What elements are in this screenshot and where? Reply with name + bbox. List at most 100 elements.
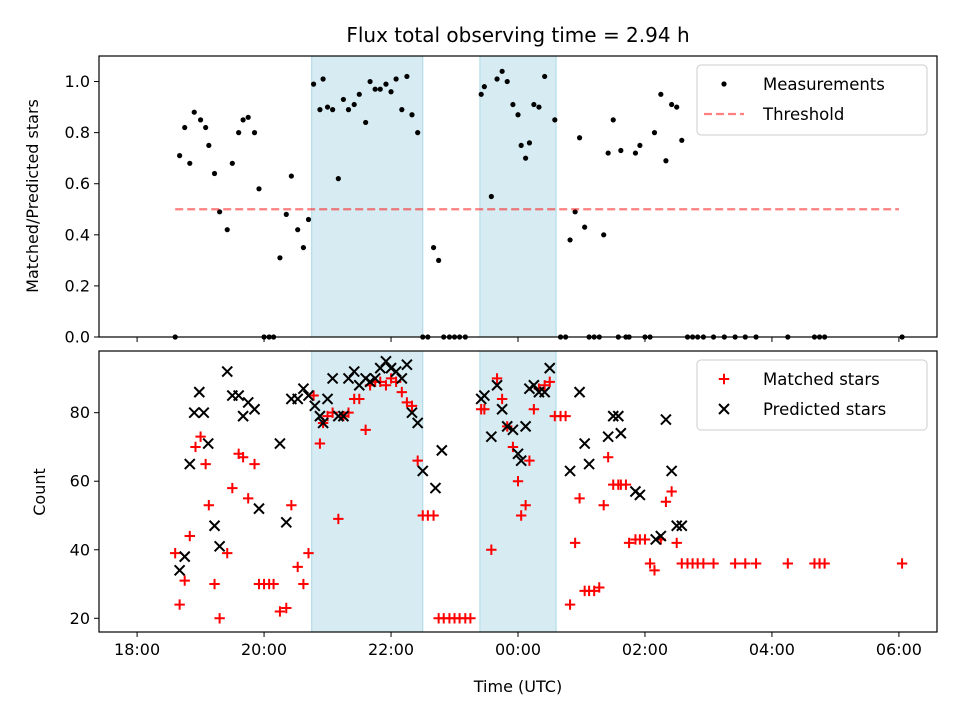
measurement-point [404, 73, 410, 80]
measurement-point [187, 160, 193, 166]
matched-star-point [281, 602, 292, 614]
matched-star-point [286, 500, 297, 511]
predicted-star-point [634, 489, 646, 501]
predicted-star-point [515, 454, 527, 467]
y-tick-label: 60 [70, 472, 90, 491]
predicted-star-point [337, 410, 350, 422]
predicted-star-point [326, 372, 339, 385]
measurement-point [542, 73, 548, 80]
predicted-star-point [274, 437, 286, 450]
predicted-star-point [321, 393, 334, 405]
matched-star-point [214, 613, 225, 624]
predicted-star-point [650, 533, 662, 546]
matched-star-point [209, 578, 220, 590]
measurement-point [651, 130, 658, 136]
predicted-star-point [660, 413, 672, 426]
top-panel: 0.0 0.2 0.4 0.6 0.8 1.0 Measurements Threshold [65, 55, 938, 347]
matched-star-point [507, 441, 519, 453]
bottom-y-axis-label: Count [30, 468, 49, 516]
matched-star-point [303, 547, 314, 559]
measurement-point [203, 124, 209, 131]
predicted-star-point [253, 502, 265, 515]
matched-star-point [782, 558, 794, 569]
matched-star-point [512, 476, 524, 487]
measurement-point [415, 130, 421, 136]
matched-star-point [698, 558, 709, 569]
matched-star-point [496, 393, 508, 405]
predicted-star-point [491, 379, 503, 391]
chart-title: Flux total observing time = 2.94 h [346, 23, 689, 47]
matched-star-point [544, 376, 555, 388]
x-tick-label: 06:00 [876, 640, 922, 659]
measurement-point [330, 107, 336, 113]
predicted-star-point [528, 379, 540, 391]
y-tick-label: 20 [70, 609, 90, 628]
legend-label: Matched stars [763, 370, 880, 389]
matched-star-point [314, 438, 326, 449]
matched-star-point [644, 558, 656, 569]
predicted-star-point [173, 564, 186, 577]
predicted-star-point [671, 520, 683, 532]
matched-star-point [174, 599, 185, 610]
measurement-point [224, 227, 230, 233]
measurement-point [601, 232, 607, 238]
measurement-point [320, 76, 326, 82]
matched-star-point [200, 458, 211, 470]
measurement-point [478, 91, 484, 97]
predicted-star-point [202, 437, 214, 450]
measurement-point [679, 137, 685, 143]
measurement-point [283, 211, 289, 217]
matched-star-point [268, 578, 279, 590]
measurement-point [481, 84, 487, 90]
measurement-point [340, 96, 347, 103]
measurement-point [494, 76, 500, 82]
predicted-star-point [607, 410, 619, 422]
matched-star-point [660, 496, 672, 507]
y-tick-label: 80 [70, 403, 90, 422]
predicted-star-point [237, 410, 249, 422]
matched-star-point [354, 393, 365, 405]
predicted-star-point [436, 444, 448, 457]
predicted-star-point [665, 465, 678, 477]
measurement-point [526, 140, 533, 146]
matched-star-point [203, 500, 215, 511]
predicted-star-point [385, 362, 397, 374]
matched-star-point [671, 537, 682, 549]
matched-star-point [594, 582, 605, 593]
y-tick-label: 0.4 [65, 225, 90, 244]
top-y-axis-label: Matched/Predicted stars [23, 99, 42, 293]
measurement-point [197, 117, 204, 123]
predicted-star-point [429, 482, 442, 494]
predicted-star-point [512, 448, 524, 460]
measurement-point [229, 160, 235, 166]
measurement-point [324, 104, 331, 110]
predicted-star-point [302, 389, 315, 402]
measurement-point [572, 209, 578, 215]
legend-label: Predicted stars [763, 400, 886, 419]
predicted-star-point [396, 372, 408, 385]
matched-star-point [222, 547, 233, 559]
predicted-star-point [193, 386, 206, 398]
measurement-point [499, 68, 505, 74]
matched-star-point [666, 486, 677, 497]
predicted-star-point [198, 406, 210, 419]
matched-star-point [708, 558, 719, 569]
predicted-star-point [188, 406, 200, 419]
measurement-point [310, 81, 317, 87]
measurement-point [576, 135, 583, 141]
measurement-point [335, 176, 341, 182]
matched-star-point [639, 534, 651, 545]
measurement-point [510, 101, 516, 108]
predicted-star-point [578, 437, 591, 450]
measurement-point [356, 91, 362, 97]
predicted-star-point [411, 417, 424, 429]
predicted-star-point [348, 365, 360, 378]
measurement-point [515, 112, 521, 118]
measurement-point [582, 224, 588, 230]
measurement-point [372, 86, 378, 92]
measurement-point [377, 86, 383, 92]
predicted-star-point [232, 389, 245, 402]
matched-star-point [602, 452, 614, 463]
matched-star-point [649, 565, 660, 576]
predicted-star-point [314, 410, 326, 422]
